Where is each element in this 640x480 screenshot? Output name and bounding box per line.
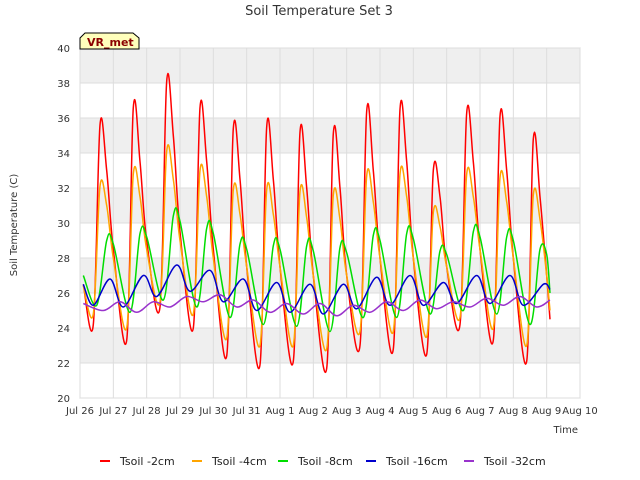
plot-band bbox=[80, 83, 580, 118]
y-tick-label: 30 bbox=[57, 219, 70, 230]
series-lines bbox=[82, 72, 551, 373]
legend-label: Tsoil -8cm bbox=[297, 455, 353, 468]
plot-band bbox=[80, 118, 580, 153]
series-line-tsoil-4cm bbox=[82, 144, 551, 352]
x-tick-label: Aug 5 bbox=[399, 406, 428, 417]
x-axis-label: Time bbox=[553, 425, 578, 436]
x-tick-label: Aug 4 bbox=[365, 406, 394, 417]
y-tick-label: 34 bbox=[57, 149, 70, 160]
x-tick-label: Jul 29 bbox=[165, 406, 194, 417]
y-tick-label: 28 bbox=[57, 254, 70, 265]
legend-label: Tsoil -4cm bbox=[211, 455, 267, 468]
y-axis-label: Soil Temperature (C) bbox=[9, 174, 20, 277]
series-line-tsoil-16cm bbox=[82, 264, 551, 315]
x-tick-label: Jul 30 bbox=[198, 406, 227, 417]
plot-band bbox=[80, 48, 580, 83]
y-axis-ticks: 20 22 24 26 28 30 32 34 36 38 40 bbox=[57, 44, 70, 405]
x-tick-label: Aug 6 bbox=[432, 406, 461, 417]
vr-met-badge: VR_met bbox=[79, 32, 140, 50]
x-tick-label: Jul 26 bbox=[65, 406, 94, 417]
y-tick-label: 20 bbox=[57, 394, 70, 405]
y-tick-label: 24 bbox=[57, 324, 70, 335]
x-tick-label: Aug 7 bbox=[465, 406, 494, 417]
badge-shape bbox=[79, 32, 140, 50]
x-tick-label: Aug 3 bbox=[332, 406, 361, 417]
gridlines bbox=[79, 47, 581, 399]
x-tick-label: Jul 27 bbox=[98, 406, 127, 417]
x-axis-ticks: Jul 26 Jul 27 Jul 28 Jul 29 Jul 30 Jul 31 Aug … bbox=[65, 406, 598, 417]
legend-label: Tsoil -2cm bbox=[119, 455, 175, 468]
x-tick-label: Jul 31 bbox=[232, 406, 261, 417]
y-tick-label: 26 bbox=[57, 289, 70, 300]
y-tick-label: 22 bbox=[57, 359, 70, 370]
x-tick-label: Jul 28 bbox=[132, 406, 161, 417]
legend-label: Tsoil -16cm bbox=[385, 455, 448, 468]
y-tick-label: 36 bbox=[57, 114, 70, 125]
x-tick-label: Aug 9 bbox=[532, 406, 561, 417]
y-tick-label: 38 bbox=[57, 79, 70, 90]
y-tick-label: 40 bbox=[57, 44, 70, 55]
chart-title: Soil Temperature Set 3 bbox=[245, 4, 393, 19]
legend-label: Tsoil -32cm bbox=[483, 455, 546, 468]
x-tick-label: Aug 8 bbox=[499, 406, 528, 417]
x-tick-label: Aug 10 bbox=[562, 406, 597, 417]
plot-band bbox=[80, 328, 580, 363]
plot-band bbox=[80, 363, 580, 398]
legend: Tsoil -2cm Tsoil -4cm Tsoil -8cm Tsoil -16c… bbox=[100, 455, 546, 468]
x-tick-label: Aug 1 bbox=[265, 406, 294, 417]
x-tick-label: Aug 2 bbox=[299, 406, 328, 417]
series-line-tsoil-32cm bbox=[83, 294, 551, 317]
badge-label: VR_met bbox=[87, 36, 134, 49]
y-tick-label: 32 bbox=[57, 184, 70, 195]
